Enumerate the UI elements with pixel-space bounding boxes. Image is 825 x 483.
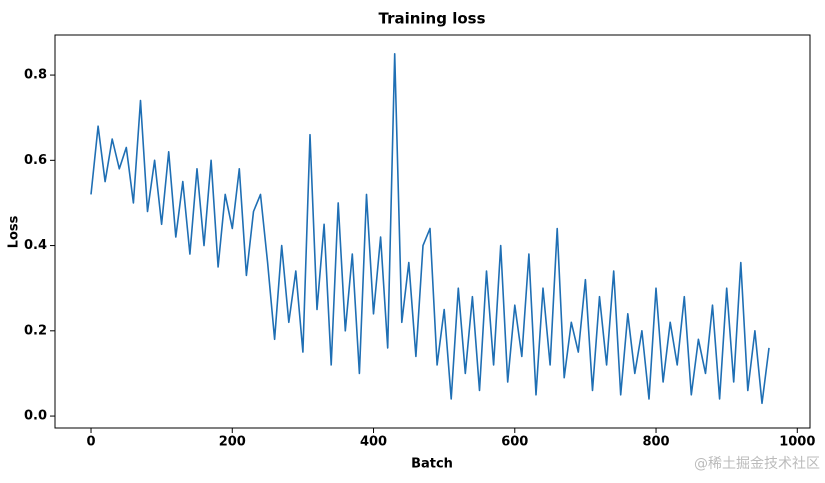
x-tick-label: 800	[642, 435, 669, 450]
y-tick-label: 0.0	[24, 409, 47, 424]
y-tick-label: 0.2	[24, 323, 47, 338]
loss-line	[90, 53, 770, 405]
x-tick-label: 200	[219, 435, 246, 450]
chart-title: Training loss	[378, 10, 485, 28]
x-axis-label: Batch	[411, 457, 453, 472]
watermark: @稀土掘金技术社区	[694, 456, 820, 472]
x-tick-label: 1000	[779, 435, 815, 450]
y-axis-label: Loss	[7, 215, 22, 248]
x-tick-label: 600	[501, 435, 528, 450]
y-tick-label: 0.4	[24, 238, 47, 253]
x-tick-label: 0	[86, 435, 95, 450]
x-tick-label: 400	[360, 435, 387, 450]
plot-frame	[54, 34, 811, 429]
y-tick-label: 0.6	[24, 153, 47, 168]
y-tick-label: 0.8	[24, 68, 47, 83]
